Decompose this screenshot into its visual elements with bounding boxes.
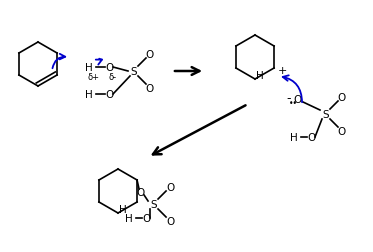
Text: H: H [256, 71, 264, 81]
Text: H: H [119, 204, 127, 214]
Text: O: O [136, 187, 144, 197]
Text: O: O [294, 94, 302, 105]
Text: O: O [338, 93, 346, 103]
Text: O: O [142, 213, 150, 223]
Text: O: O [146, 50, 154, 60]
Text: O: O [166, 182, 174, 192]
Text: H: H [125, 213, 133, 223]
Text: -: - [287, 92, 291, 105]
Text: ••: •• [288, 98, 298, 107]
Text: O: O [105, 90, 113, 100]
Text: O: O [146, 84, 154, 94]
Text: +: + [278, 66, 287, 76]
Text: H: H [290, 133, 298, 142]
Text: H: H [85, 90, 93, 100]
Text: O: O [166, 216, 174, 226]
Text: δ-: δ- [109, 72, 117, 81]
Text: S: S [323, 110, 329, 119]
Text: S: S [131, 67, 137, 77]
Text: O: O [338, 127, 346, 137]
Text: δ+: δ+ [88, 72, 100, 81]
Text: S: S [151, 199, 157, 209]
Text: O: O [307, 133, 315, 142]
Text: O: O [105, 63, 113, 73]
Text: H: H [85, 63, 93, 73]
